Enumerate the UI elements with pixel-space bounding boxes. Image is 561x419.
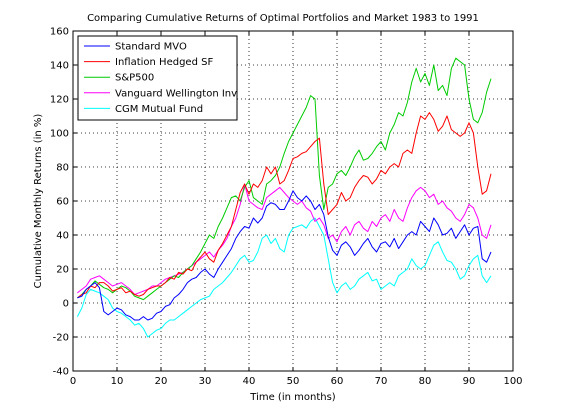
- series-line-cgm-mutual-fund: [76, 217, 492, 338]
- y-tick-label: 120: [50, 95, 69, 106]
- axis-ticks: 0 10 20 30 40 50 60 70 80 90 100 -40 -20 0 20 40 60 80 100…: [50, 27, 523, 388]
- x-tick-label: 0: [70, 376, 76, 387]
- legend-box: [77, 35, 238, 121]
- x-tick-label: 20: [155, 376, 168, 387]
- x-tick-label: 70: [375, 376, 388, 387]
- legend-label-standard-mvo: Standard MVO: [115, 42, 187, 53]
- x-tick-label: 60: [331, 376, 344, 387]
- legend: Standard MVO Inflation Hedged SF S&P500 Van…: [77, 35, 238, 121]
- series-lines: [76, 57, 492, 338]
- x-axis-label: Time (in months): [249, 392, 336, 403]
- y-tick-label: 40: [56, 231, 69, 242]
- x-tick-label: 80: [419, 376, 432, 387]
- x-tick-label: 10: [111, 376, 124, 387]
- legend-label-s-p500: S&P500: [115, 73, 154, 84]
- legend-label-inflation-hedged-sf: Inflation Hedged SF: [115, 57, 213, 68]
- y-tick-label: 140: [50, 61, 69, 72]
- x-tick-label: 90: [463, 376, 476, 387]
- legend-label-vanguard-wellington-inv: Vanguard Wellington Inv: [115, 88, 237, 99]
- legend-label-cgm-mutual-fund: CGM Mutual Fund: [115, 104, 203, 115]
- series-line-vanguard-wellington-inv: [77, 183, 492, 295]
- y-tick-label: 80: [56, 163, 69, 174]
- y-tick-label: 20: [56, 265, 69, 276]
- y-axis-label: Cumulative Monthly Returns (in %): [33, 114, 44, 289]
- x-tick-label: 100: [503, 376, 522, 387]
- y-tick-label: 100: [50, 129, 69, 140]
- series-line-inflation-hedged-sf: [77, 112, 492, 299]
- y-tick-label: -20: [53, 333, 69, 344]
- y-tick-label: -40: [53, 367, 69, 378]
- x-tick-label: 30: [199, 376, 212, 387]
- y-tick-label: 160: [50, 27, 69, 38]
- series-line-s-p500: [77, 57, 492, 301]
- series-line-standard-mvo: [77, 190, 492, 321]
- chart-title: Comparing Cumulative Returns of Optimal …: [87, 13, 479, 24]
- y-tick-label: 60: [56, 197, 69, 208]
- y-tick-label: 0: [63, 299, 69, 310]
- x-tick-label: 40: [243, 376, 256, 387]
- x-tick-label: 50: [287, 376, 300, 387]
